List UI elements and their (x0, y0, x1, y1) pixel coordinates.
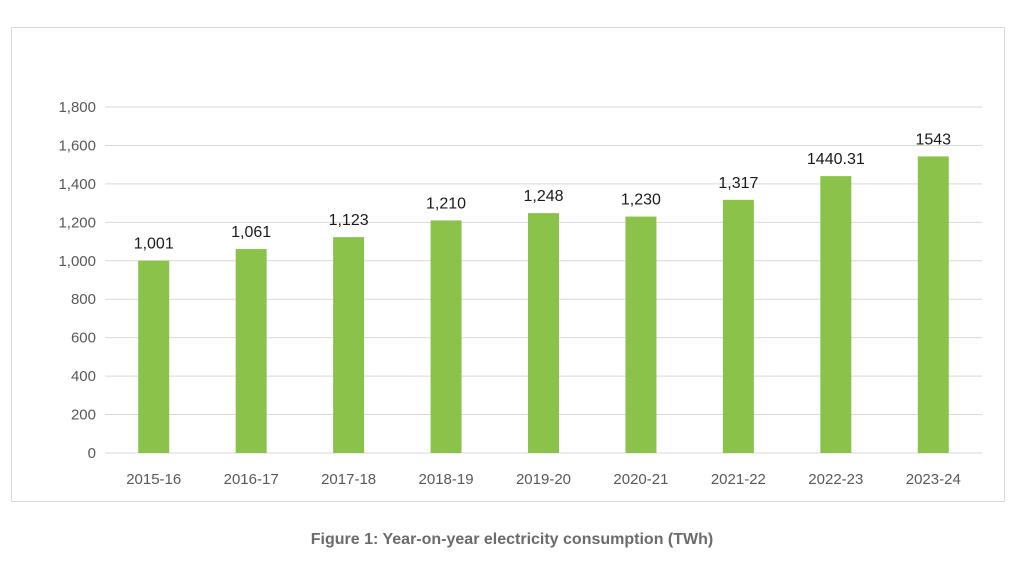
bar (138, 260, 170, 453)
x-axis-ticks: 2015-16 2016-17 2017-18 2018-19 2019-20 2020-… (126, 471, 961, 488)
x-tick-label: 2018-19 (419, 471, 474, 488)
data-labels: 1,001 1,061 1,123 1,210 1,248 1,230 1,317 1440.… (134, 131, 951, 252)
x-tick-label: 2021-22 (711, 471, 766, 488)
bar-data-label: 1,001 (134, 236, 174, 253)
bar (820, 176, 852, 453)
y-tick-label: 1,000 (58, 253, 96, 270)
x-tick-label: 2022-23 (808, 471, 863, 488)
bar (430, 220, 462, 453)
x-tick-label: 2023-24 (906, 471, 961, 488)
bar (917, 156, 949, 453)
y-tick-label: 600 (71, 330, 96, 347)
x-tick-label: 2016-17 (224, 471, 279, 488)
y-tick-label: 1,200 (58, 214, 96, 231)
bar (333, 237, 365, 453)
bar-data-label: 1,230 (621, 192, 661, 209)
bar (528, 213, 559, 453)
x-tick-label: 2020-21 (613, 471, 668, 488)
bar (722, 199, 754, 453)
bar-data-label: 1543 (915, 131, 951, 148)
y-axis-ticks: 0 200 400 600 800 1,000 1,200 1,400 1,600 1,800 (58, 99, 96, 462)
bar-data-label: 1,317 (718, 175, 758, 192)
figure-caption: Figure 1: Year-on-year electricity consu… (310, 531, 714, 548)
bar (625, 216, 657, 453)
bar-data-label: 1440.31 (807, 151, 865, 168)
y-tick-label: 200 (71, 407, 96, 424)
x-tick-label: 2019-20 (516, 471, 571, 488)
y-tick-label: 0 (88, 445, 96, 462)
y-tick-label: 1,600 (58, 137, 96, 154)
y-tick-label: 800 (71, 291, 96, 308)
y-tick-label: 400 (71, 368, 96, 385)
bar-data-label: 1,248 (523, 188, 563, 205)
y-tick-label: 1,800 (58, 99, 96, 116)
x-tick-label: 2015-16 (126, 471, 181, 488)
y-tick-label: 1,400 (58, 176, 96, 193)
bars (138, 156, 949, 453)
bar (235, 249, 267, 453)
bar-data-label: 1,123 (329, 212, 369, 229)
x-tick-label: 2017-18 (321, 471, 376, 488)
bar-data-label: 1,210 (426, 195, 466, 212)
bar-data-label: 1,061 (231, 224, 271, 241)
